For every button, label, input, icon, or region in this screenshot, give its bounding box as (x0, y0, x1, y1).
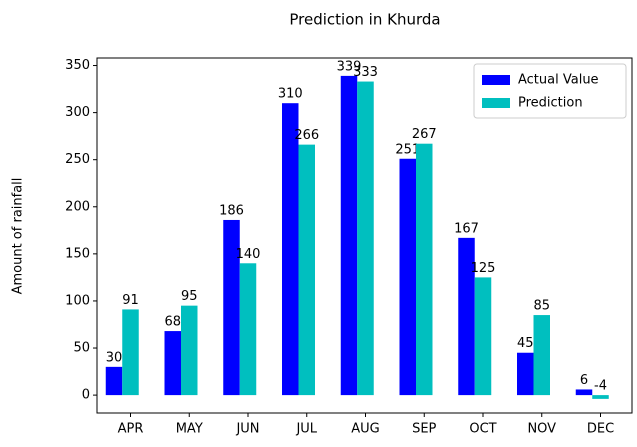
x-tick-label: MAY (176, 422, 203, 437)
bar (416, 143, 433, 396)
x-tick-label: DEC (587, 422, 614, 437)
y-tick-label: 200 (65, 199, 90, 214)
x-tick-label: NOV (527, 422, 556, 437)
legend-label: Prediction (518, 96, 583, 111)
bar (340, 75, 358, 396)
x-tick-label: APR (118, 422, 144, 437)
data-label: 95 (181, 289, 198, 304)
x-tick-label: JUN (235, 422, 259, 437)
chart-title: Prediction in Khurda (289, 11, 440, 29)
y-tick-label: 0 (82, 388, 90, 403)
bar (122, 309, 139, 396)
bar (399, 158, 416, 396)
data-label: 85 (533, 299, 550, 314)
y-axis-label: Amount of rainfall (11, 178, 26, 295)
bar (181, 305, 198, 396)
data-label: 310 (278, 87, 303, 102)
y-tick-label: 350 (65, 58, 90, 73)
bar (517, 352, 534, 396)
data-label: 167 (454, 221, 479, 236)
x-tick-label: OCT (469, 422, 496, 437)
data-label: 45 (517, 336, 534, 351)
bar (223, 219, 240, 396)
bar (474, 277, 492, 396)
legend-label: Actual Value (518, 73, 599, 88)
bar (239, 263, 257, 396)
legend-swatch (482, 75, 510, 85)
y-tick-label: 300 (65, 105, 90, 120)
y-tick-label: 50 (73, 341, 90, 356)
data-label: 333 (353, 65, 378, 80)
data-label: 30 (106, 350, 123, 365)
bar (458, 237, 475, 396)
bar (105, 366, 123, 396)
bar (357, 81, 374, 396)
data-label: 267 (412, 127, 437, 142)
data-label: 266 (294, 128, 319, 143)
bar (533, 315, 550, 396)
bar (575, 389, 593, 396)
legend-box (473, 63, 627, 119)
bar (282, 103, 299, 396)
y-tick-label: 250 (65, 152, 90, 167)
x-tick-label: AUG (351, 422, 379, 437)
data-label: 339 (337, 59, 362, 74)
y-tick-label: 100 (65, 293, 90, 308)
data-label: 6 (580, 373, 588, 388)
x-tick-label: SEP (412, 422, 436, 437)
data-label: 91 (122, 293, 139, 308)
bar (164, 331, 181, 396)
data-label: 140 (236, 247, 261, 262)
data-label: -4 (594, 379, 607, 394)
data-label: 125 (471, 261, 496, 276)
data-label: 251 (395, 142, 420, 157)
plot-frame (96, 57, 633, 414)
bar (298, 144, 315, 396)
bar (592, 395, 609, 399)
legend-swatch (482, 98, 510, 108)
x-tick-label: JUL (295, 422, 317, 437)
y-tick-label: 150 (65, 246, 90, 261)
data-label: 186 (219, 203, 244, 218)
data-label: 68 (164, 315, 181, 330)
